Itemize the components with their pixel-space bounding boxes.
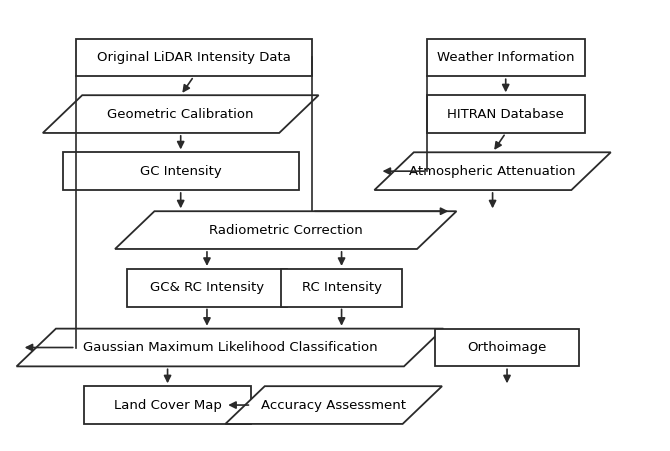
- Bar: [435, 329, 580, 366]
- Text: GC& RC Intensity: GC& RC Intensity: [150, 281, 264, 294]
- Bar: [84, 386, 251, 424]
- Text: Original LiDAR Intensity Data: Original LiDAR Intensity Data: [97, 51, 291, 64]
- Text: HITRAN Database: HITRAN Database: [448, 108, 564, 120]
- Bar: [127, 269, 287, 307]
- Polygon shape: [375, 152, 611, 190]
- Text: Land Cover Map: Land Cover Map: [114, 399, 222, 412]
- Text: RC Intensity: RC Intensity: [302, 281, 382, 294]
- Bar: [62, 152, 299, 190]
- Bar: [281, 269, 402, 307]
- Bar: [427, 39, 584, 76]
- Text: Geometric Calibration: Geometric Calibration: [107, 108, 254, 120]
- Text: Weather Information: Weather Information: [437, 51, 574, 64]
- Text: Orthoimage: Orthoimage: [468, 341, 547, 354]
- Polygon shape: [115, 211, 456, 249]
- Text: Atmospheric Attenuation: Atmospheric Attenuation: [409, 165, 576, 178]
- Polygon shape: [43, 95, 318, 133]
- Text: GC Intensity: GC Intensity: [140, 165, 222, 178]
- Text: Radiometric Correction: Radiometric Correction: [209, 224, 362, 237]
- Bar: [427, 95, 584, 133]
- Bar: [76, 39, 312, 76]
- Text: Gaussian Maximum Likelihood Classification: Gaussian Maximum Likelihood Classificati…: [82, 341, 377, 354]
- Text: Accuracy Assessment: Accuracy Assessment: [261, 399, 406, 412]
- Polygon shape: [17, 329, 444, 366]
- Polygon shape: [225, 386, 442, 424]
